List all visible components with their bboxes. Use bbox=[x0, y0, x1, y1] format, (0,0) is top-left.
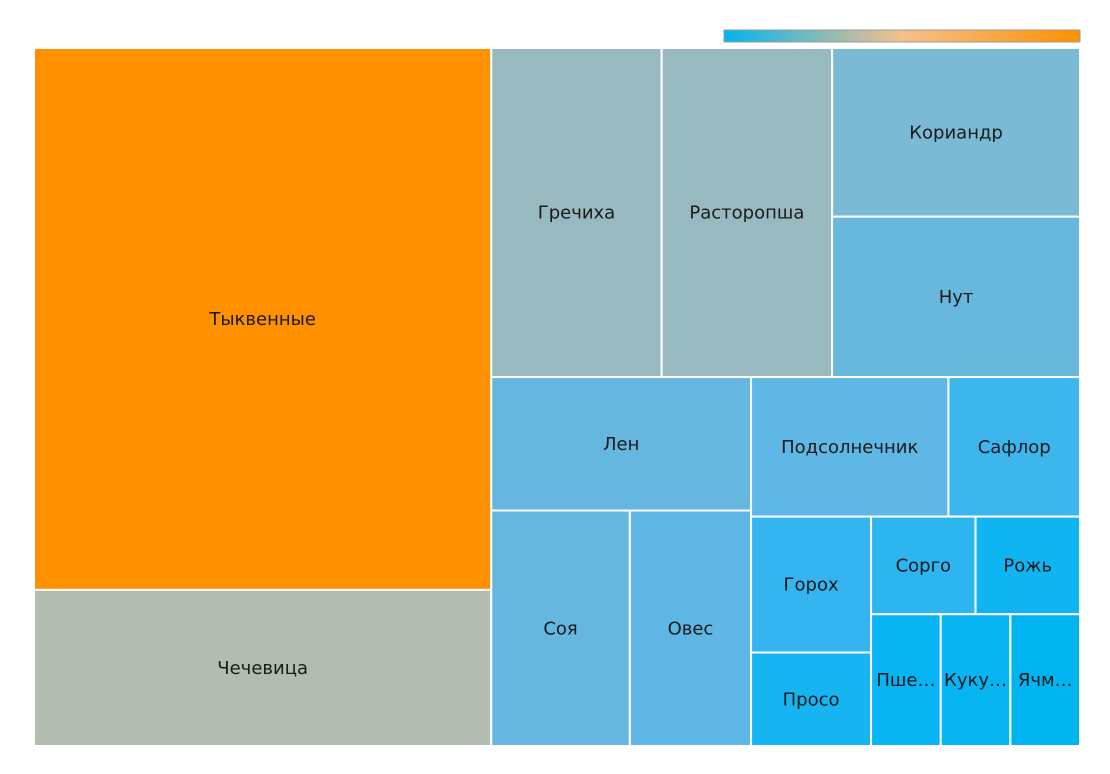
treemap-cell-label: Рожь bbox=[1003, 555, 1052, 576]
treemap-cell[interactable]: Гречиха bbox=[490, 47, 663, 379]
treemap-cell[interactable]: Ячм… bbox=[1009, 613, 1081, 748]
treemap-cells: Тыквенные Чечевица Гречиха Расторопша Кориан… bbox=[33, 47, 1081, 748]
treemap-cell-label: Соя bbox=[543, 618, 577, 639]
treemap-cell-rect[interactable] bbox=[750, 651, 873, 747]
treemap-cell-label: Тыквенные bbox=[208, 309, 316, 330]
treemap-cell-label: Сафлор bbox=[978, 437, 1051, 458]
treemap-cell[interactable]: Горох bbox=[750, 515, 873, 654]
treemap-cell[interactable]: Подсолнечник bbox=[750, 376, 950, 518]
treemap-cell-label: Просо bbox=[783, 689, 840, 710]
treemap-cell-label: Пше… bbox=[876, 670, 935, 691]
treemap-cell-label: Ячм… bbox=[1018, 670, 1073, 691]
treemap-cell[interactable]: Лен bbox=[490, 376, 753, 512]
treemap-cell-rect[interactable] bbox=[490, 509, 631, 747]
treemap-cell[interactable]: Расторопша bbox=[660, 47, 834, 379]
treemap-cell-label: Сорго bbox=[896, 555, 951, 576]
treemap-cell-rect[interactable] bbox=[947, 376, 1081, 518]
treemap-cell-rect[interactable] bbox=[490, 47, 663, 379]
treemap-cell[interactable]: Куку… bbox=[939, 613, 1012, 748]
treemap-cell-rect[interactable] bbox=[750, 515, 873, 654]
treemap-cell[interactable]: Соя bbox=[490, 509, 631, 747]
treemap-cell-label: Овес bbox=[668, 618, 714, 639]
treemap-cell[interactable]: Нут bbox=[831, 215, 1081, 379]
treemap-cell-label: Куку… bbox=[944, 670, 1007, 691]
treemap-cell[interactable]: Пше… bbox=[870, 613, 942, 748]
treemap-cell-rect[interactable] bbox=[660, 47, 834, 379]
treemap-cell-label: Нут bbox=[939, 287, 974, 308]
treemap-cell-label: Кориандр bbox=[909, 122, 1003, 143]
treemap-cell[interactable]: Кориандр bbox=[831, 47, 1081, 218]
treemap-cell[interactable]: Чечевица bbox=[33, 588, 493, 747]
treemap-cell[interactable]: Овес bbox=[628, 509, 753, 747]
treemap-cell-rect[interactable] bbox=[870, 515, 977, 616]
treemap-cell-rect[interactable] bbox=[831, 215, 1081, 379]
treemap-cell-rect[interactable] bbox=[750, 376, 950, 518]
treemap-cell-rect[interactable] bbox=[1009, 613, 1081, 748]
colorbar bbox=[723, 29, 1081, 43]
treemap-cell-rect[interactable] bbox=[939, 613, 1012, 748]
treemap-cell-label: Горох bbox=[784, 575, 839, 596]
treemap-cell-rect[interactable] bbox=[831, 47, 1081, 218]
treemap-cell-rect[interactable] bbox=[33, 588, 493, 747]
treemap-cell[interactable]: Тыквенные bbox=[33, 47, 493, 591]
treemap-cell[interactable]: Сафлор bbox=[947, 376, 1081, 518]
treemap-cell-label: Лен bbox=[603, 434, 639, 455]
treemap-cell-label: Гречиха bbox=[538, 203, 616, 224]
treemap-cell-rect[interactable] bbox=[628, 509, 753, 747]
treemap-cell[interactable]: Сорго bbox=[870, 515, 977, 616]
treemap-cell-rect[interactable] bbox=[33, 47, 493, 591]
treemap-cell-label: Подсолнечник bbox=[781, 437, 918, 458]
treemap-cell[interactable]: Просо bbox=[750, 651, 873, 747]
treemap-cell-label: Расторопша bbox=[689, 203, 804, 224]
treemap-cell-rect[interactable] bbox=[870, 613, 942, 748]
treemap-cell[interactable]: Рожь bbox=[974, 515, 1081, 616]
treemap-cell-label: Чечевица bbox=[217, 658, 308, 679]
